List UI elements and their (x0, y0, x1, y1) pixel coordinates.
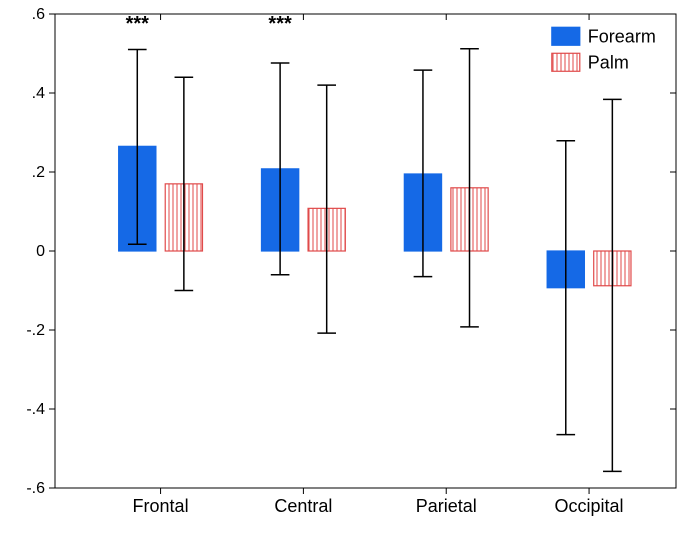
y-tick-label: .2 (32, 164, 45, 181)
x-tick-label: Parietal (416, 496, 477, 516)
y-tick-label: .6 (32, 6, 45, 23)
legend-swatch (552, 27, 580, 45)
significance-marker: *** (268, 13, 292, 35)
legend-label: Palm (588, 52, 629, 72)
legend-label: Forearm (588, 26, 656, 46)
x-tick-label: Frontal (133, 496, 189, 516)
significance-marker: *** (126, 13, 150, 35)
x-tick-label: Central (274, 496, 332, 516)
x-tick-label: Occipital (555, 496, 624, 516)
y-tick-label: 0 (36, 243, 45, 260)
y-tick-label: -.2 (26, 322, 45, 339)
y-tick-label: .4 (32, 85, 45, 102)
legend-swatch (552, 53, 580, 71)
y-tick-label: -.6 (26, 480, 45, 497)
y-tick-label: -.4 (26, 401, 45, 418)
bar-chart: -.6 -.4 -.2 0 .2 .4 .6 Frontal Central Parietal Oc… (0, 0, 685, 537)
